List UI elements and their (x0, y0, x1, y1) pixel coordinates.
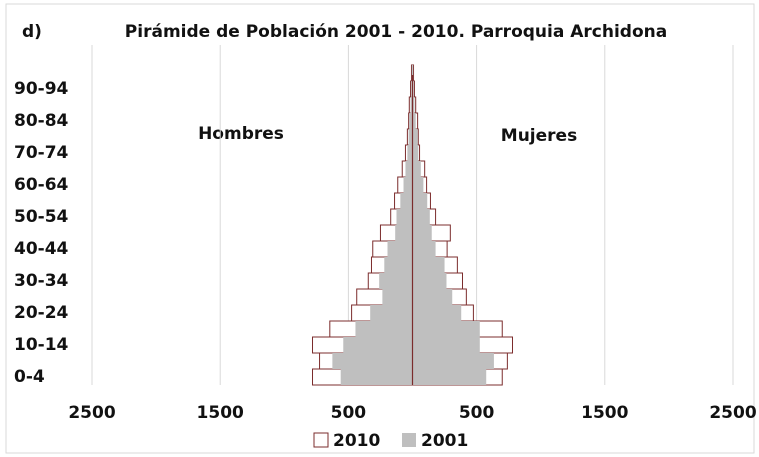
chart-title: Pirámide de Población 2001 - 2010. Parro… (125, 22, 667, 42)
bar (412, 65, 414, 81)
bar (409, 113, 413, 129)
y-tick-label: 40-44 (14, 239, 69, 259)
bar (355, 321, 413, 337)
bar (370, 305, 413, 321)
bar (412, 225, 432, 241)
x-tick-label: 2500 (709, 403, 756, 423)
bar (412, 193, 428, 209)
bar (405, 161, 413, 177)
bar (332, 353, 413, 369)
bar (412, 257, 445, 273)
x-tick-label: 1500 (197, 403, 244, 423)
y-tick-label: 70-74 (14, 143, 69, 163)
bar (412, 97, 415, 113)
bar (412, 129, 418, 145)
bar (412, 177, 424, 193)
y-tick-label: 30-34 (14, 271, 69, 291)
bar (412, 209, 430, 225)
bar (387, 241, 413, 257)
x-tick-label: 1500 (581, 403, 628, 423)
bar (340, 369, 413, 385)
legend-swatch (402, 433, 416, 447)
bar (410, 97, 413, 113)
bar (412, 369, 487, 385)
legend-label: 2010 (333, 431, 380, 451)
y-tick-label: 80-84 (14, 111, 69, 131)
bar (343, 337, 413, 353)
left-label: Hombres (198, 124, 284, 144)
x-tick-label: 500 (459, 403, 495, 423)
x-tick-label: 500 (331, 403, 367, 423)
bar (412, 81, 414, 97)
x-tick-label: 2500 (68, 403, 115, 423)
legend-swatch (313, 432, 329, 448)
y-tick-label: 50-54 (14, 207, 69, 227)
bar (412, 321, 480, 337)
y-tick-label: 10-14 (14, 335, 69, 355)
bar (412, 305, 462, 321)
bar (412, 161, 421, 177)
panel-label: d) (22, 22, 42, 42)
bar (407, 145, 413, 161)
bar (412, 289, 453, 305)
bar (412, 241, 436, 257)
bar (408, 129, 413, 145)
y-tick-label: 20-24 (14, 303, 69, 323)
bar (379, 273, 413, 289)
bar (412, 353, 494, 369)
bar (384, 257, 413, 273)
bar (412, 337, 480, 353)
bar (403, 177, 413, 193)
bar (382, 289, 413, 305)
y-tick-label: 90-94 (14, 79, 69, 99)
legend-label: 2001 (421, 431, 468, 451)
bar (400, 193, 413, 209)
bar (412, 113, 416, 129)
bar (396, 209, 413, 225)
bar (411, 81, 413, 97)
bar (412, 145, 419, 161)
bar (411, 65, 413, 81)
bar (395, 225, 413, 241)
y-tick-label: 60-64 (14, 175, 69, 195)
bar (412, 273, 447, 289)
right-label: Mujeres (501, 126, 577, 146)
y-tick-label: 0-4 (14, 367, 45, 387)
